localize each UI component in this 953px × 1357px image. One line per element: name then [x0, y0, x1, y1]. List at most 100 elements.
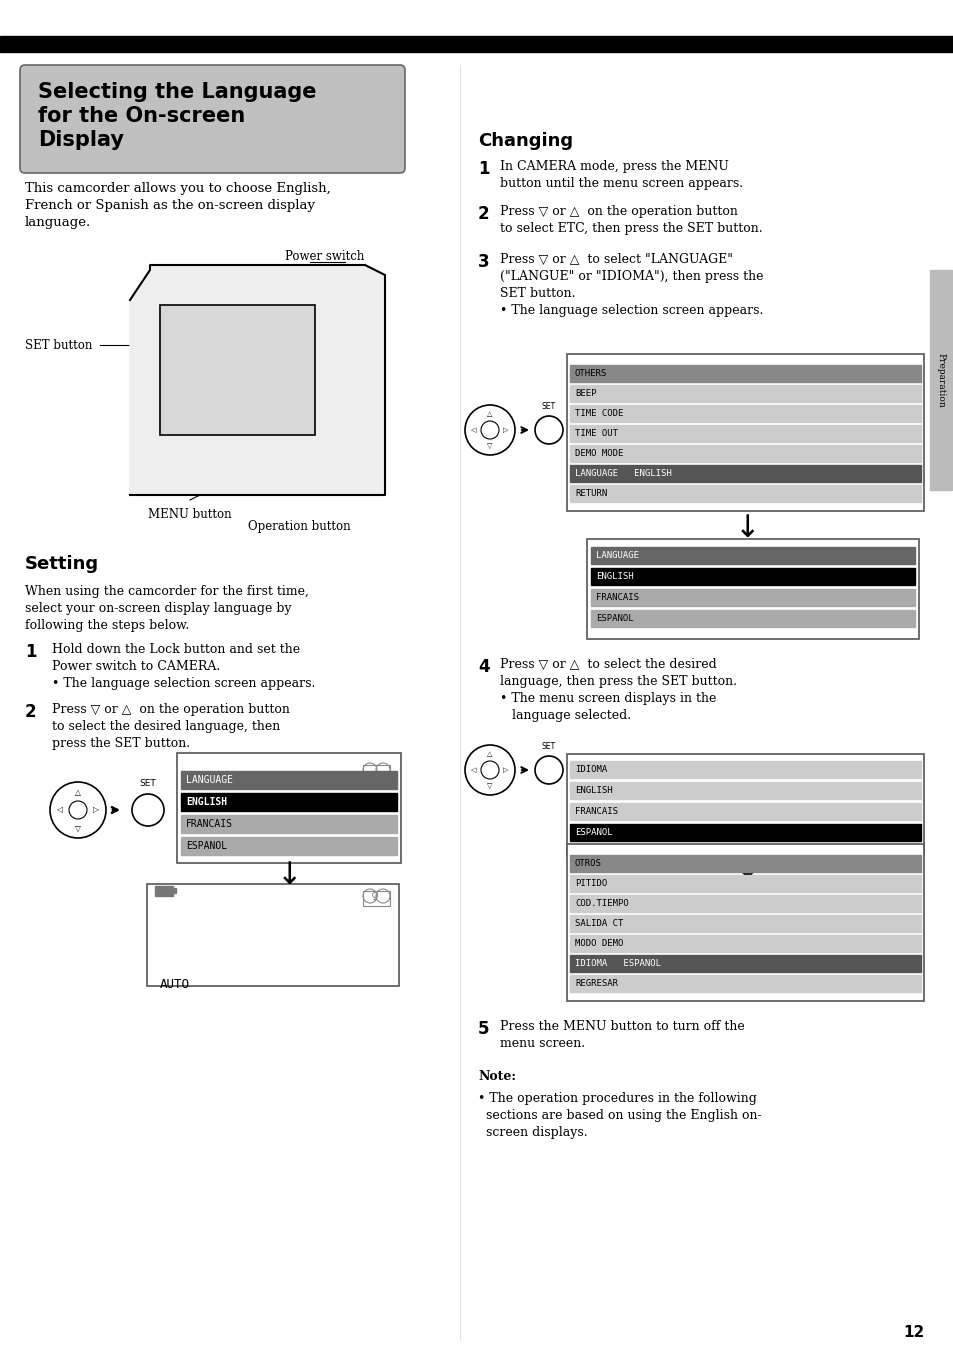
Text: ESPANOL: ESPANOL: [596, 613, 633, 623]
Bar: [363, 892, 390, 906]
Text: BEEP: BEEP: [575, 388, 596, 398]
Text: 2: 2: [25, 703, 36, 721]
Bar: [590, 611, 914, 627]
Bar: [569, 974, 920, 992]
Bar: [0, 37, 953, 52]
Text: ▷: ▷: [503, 767, 508, 773]
Text: △: △: [75, 787, 81, 797]
Text: ▽: ▽: [487, 783, 492, 788]
Text: LANGUAGE: LANGUAGE: [596, 551, 639, 559]
Text: 5: 5: [477, 1020, 489, 1038]
Text: LANGUAGE   ENGLISH: LANGUAGE ENGLISH: [575, 468, 671, 478]
Text: LANGUAGE: LANGUAGE: [186, 775, 233, 784]
Text: IDIOMA: IDIOMA: [575, 764, 607, 773]
Text: MODO DEMO: MODO DEMO: [575, 939, 622, 947]
Bar: [569, 896, 920, 912]
Text: SALIDA CT: SALIDA CT: [575, 919, 622, 927]
Text: ◁: ◁: [57, 806, 63, 814]
Text: ENGLISH: ENGLISH: [596, 571, 633, 581]
Bar: [181, 771, 396, 788]
Text: ◁: ◁: [471, 427, 476, 433]
Text: SET: SET: [541, 402, 556, 411]
Text: 3: 3: [477, 252, 489, 271]
Bar: [363, 765, 390, 780]
Text: SET button: SET button: [25, 338, 92, 351]
Bar: [569, 955, 920, 972]
Text: Press ▽ or △  on the operation button
to select the desired language, then
press: Press ▽ or △ on the operation button to …: [52, 703, 290, 750]
Bar: [569, 803, 920, 820]
FancyBboxPatch shape: [566, 844, 923, 1001]
Text: ▷: ▷: [503, 427, 508, 433]
Bar: [569, 782, 920, 799]
Text: RETURN: RETURN: [575, 489, 607, 498]
Text: ▷: ▷: [93, 806, 99, 814]
Bar: [569, 385, 920, 402]
Text: Press ▽ or △  to select "LANGUAGE"
("LANGUE" or "IDIOMA"), then press the
SET bu: Press ▽ or △ to select "LANGUAGE" ("LANG…: [499, 252, 762, 318]
Text: SET: SET: [541, 742, 556, 750]
Polygon shape: [130, 265, 385, 495]
Text: ↓: ↓: [277, 860, 302, 889]
Text: Note:: Note:: [477, 1071, 516, 1083]
Bar: [929, 270, 951, 490]
Bar: [569, 935, 920, 953]
Bar: [154, 886, 172, 896]
Text: Selecting the Language
for the On-screen
Display: Selecting the Language for the On-screen…: [38, 81, 316, 151]
Bar: [569, 365, 920, 383]
Text: ENGLISH: ENGLISH: [186, 797, 227, 807]
Text: FRANCAIS: FRANCAIS: [596, 593, 639, 601]
Bar: [569, 465, 920, 482]
Text: Operation button: Operation button: [248, 520, 351, 533]
Text: 2: 2: [477, 205, 489, 223]
Text: Press ▽ or △  on the operation button
to select ETC, then press the SET button.: Press ▽ or △ on the operation button to …: [499, 205, 761, 235]
Text: ↓: ↓: [735, 855, 760, 885]
Text: This camcorder allows you to choose English,
French or Spanish as the on-screen : This camcorder allows you to choose Engl…: [25, 182, 331, 229]
Text: Setting: Setting: [25, 555, 99, 573]
Text: ♀: ♀: [371, 892, 378, 902]
Text: ↓: ↓: [735, 513, 760, 543]
Text: Hold down the Lock button and set the
Power switch to CAMERA.
• The language sel: Hold down the Lock button and set the Po…: [52, 643, 315, 689]
Bar: [569, 875, 920, 892]
Text: When using the camcorder for the first time,
select your on-screen display langu: When using the camcorder for the first t…: [25, 585, 309, 632]
Bar: [160, 305, 314, 436]
Text: In CAMERA mode, press the MENU
button until the menu screen appears.: In CAMERA mode, press the MENU button un…: [499, 160, 742, 190]
Text: 12: 12: [902, 1324, 924, 1339]
Text: PITIDO: PITIDO: [575, 878, 607, 887]
FancyBboxPatch shape: [586, 539, 918, 639]
FancyBboxPatch shape: [20, 65, 405, 172]
Text: Power switch: Power switch: [285, 250, 364, 263]
Text: 4: 4: [477, 658, 489, 676]
Text: DEMO MODE: DEMO MODE: [575, 449, 622, 457]
Text: IDIOMA   ESPANOL: IDIOMA ESPANOL: [575, 958, 660, 968]
Text: Press the MENU button to turn off the
menu screen.: Press the MENU button to turn off the me…: [499, 1020, 744, 1050]
Bar: [181, 837, 396, 855]
Text: OTROS: OTROS: [575, 859, 601, 867]
Text: 1: 1: [477, 160, 489, 178]
Bar: [569, 425, 920, 442]
Text: COD.TIEMPO: COD.TIEMPO: [575, 898, 628, 908]
FancyBboxPatch shape: [147, 883, 398, 987]
FancyBboxPatch shape: [177, 753, 400, 863]
Text: ▽: ▽: [75, 824, 81, 832]
Text: Preparation: Preparation: [936, 353, 944, 407]
Bar: [590, 547, 914, 565]
Text: ▽: ▽: [487, 442, 492, 449]
Text: SET: SET: [139, 779, 156, 788]
Text: FRANCAIS: FRANCAIS: [575, 806, 618, 816]
FancyBboxPatch shape: [566, 354, 923, 512]
Text: △: △: [487, 411, 492, 417]
FancyBboxPatch shape: [566, 754, 923, 856]
Text: TIME CODE: TIME CODE: [575, 408, 622, 418]
Text: • The operation procedures in the following
  sections are based on using the En: • The operation procedures in the follow…: [477, 1092, 760, 1139]
Bar: [569, 404, 920, 422]
Text: OTHERS: OTHERS: [575, 369, 607, 377]
Bar: [590, 589, 914, 607]
Bar: [569, 915, 920, 932]
Bar: [590, 569, 914, 585]
Text: MENU button: MENU button: [148, 508, 232, 521]
Text: REGRESAR: REGRESAR: [575, 978, 618, 988]
Bar: [181, 816, 396, 833]
Text: ENGLISH: ENGLISH: [575, 786, 612, 794]
Bar: [181, 792, 396, 811]
Text: TIME OUT: TIME OUT: [575, 429, 618, 437]
Bar: [569, 761, 920, 778]
